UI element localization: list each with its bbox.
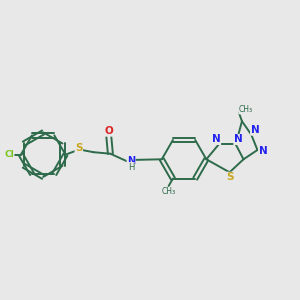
- Text: H: H: [128, 163, 134, 172]
- Text: CH₃: CH₃: [238, 105, 253, 114]
- Text: Cl: Cl: [4, 150, 14, 159]
- Text: N: N: [212, 134, 220, 145]
- Text: S: S: [75, 142, 82, 152]
- Text: CH₃: CH₃: [161, 187, 176, 196]
- Text: O: O: [104, 126, 113, 136]
- Text: N: N: [250, 125, 259, 135]
- Text: N: N: [234, 134, 243, 145]
- Text: N: N: [259, 146, 267, 156]
- Text: S: S: [226, 172, 234, 182]
- Text: N: N: [127, 156, 135, 166]
